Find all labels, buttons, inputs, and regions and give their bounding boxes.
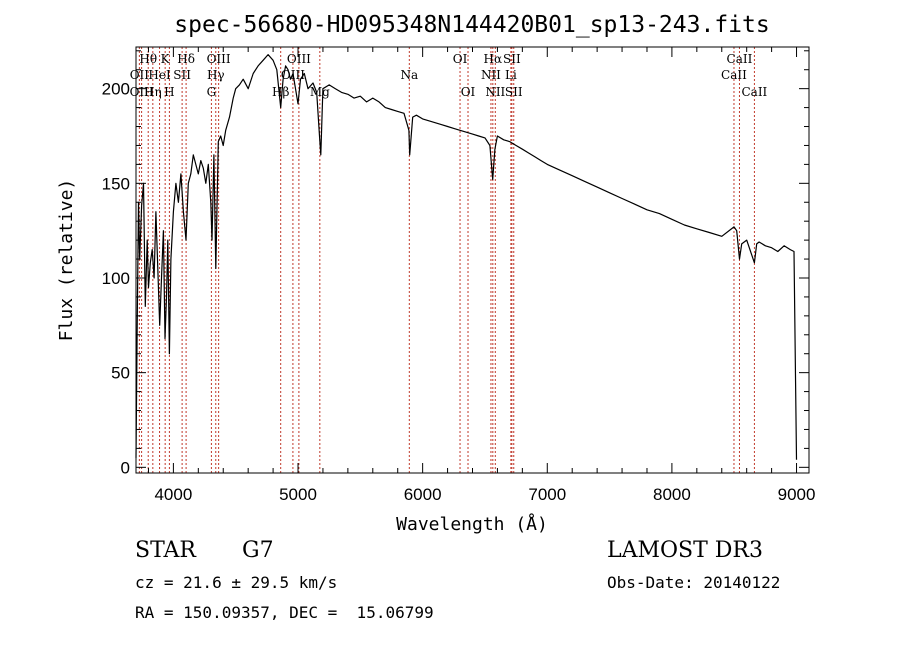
x-tick-label-8000: 8000: [653, 485, 691, 504]
y-axis-label: Flux (relative): [56, 179, 77, 342]
marker-label-25: CaII: [727, 52, 753, 66]
marker-label-6: Hδ: [177, 52, 195, 66]
marker-label-16: Na: [400, 68, 418, 82]
marker-label-26: CaII: [721, 68, 747, 82]
marker-label-3: K: [161, 52, 171, 66]
x-tick-label-5000: 5000: [279, 485, 317, 504]
object-class: STAR: [135, 538, 196, 563]
marker-label-4: HeI: [148, 68, 171, 82]
chart-title: spec-56680-HD095348N144420B01_sp13-243.f…: [174, 12, 769, 38]
redshift-readout: cz = 21.6 ± 29.5 km/s: [135, 573, 338, 592]
survey-name: LAMOST DR3: [607, 538, 763, 563]
marker-label-7: SII: [173, 68, 191, 82]
coordinates-readout: RA = 150.09357, DEC = 15.06799: [135, 603, 434, 622]
spectral-line-labels: Hθ OII OIII K HeI Hη Hδ SII H OIII Hγ G OIII OIII Hβ Mg…: [130, 52, 768, 99]
marker-label-17: OI: [453, 52, 468, 66]
marker-label-24: SII: [505, 85, 523, 99]
y-tick-label-100: 100: [102, 269, 130, 288]
x-tick-label-4000: 4000: [154, 485, 192, 504]
marker-label-9: OIII: [207, 52, 231, 66]
marker-label-0: Hθ: [139, 52, 157, 66]
x-axis-label: Wavelength (Å): [396, 513, 548, 535]
plot-frame: [135, 46, 810, 474]
y-tick-label-0: 0: [121, 458, 130, 477]
marker-label-23: Li: [505, 68, 517, 82]
spectral-line-markers: [138, 47, 755, 473]
marker-label-8: H: [164, 85, 174, 99]
marker-label-15: Mg: [310, 85, 330, 99]
x-tick-label-6000: 6000: [404, 485, 442, 504]
marker-label-13: OIII: [281, 68, 305, 82]
marker-label-22: SII: [503, 52, 521, 66]
marker-label-5: Hη: [144, 85, 162, 99]
y-tick-label-200: 200: [102, 80, 130, 99]
marker-label-2: OIII: [130, 85, 154, 99]
y-tick-label-150: 150: [102, 174, 130, 193]
flux-series-line: [135, 54, 798, 460]
marker-label-18: OI: [461, 85, 476, 99]
marker-label-12: OIII: [287, 52, 311, 66]
observation-date: Obs-Date: 20140122: [607, 573, 781, 592]
marker-label-11: G: [207, 85, 217, 99]
object-subclass: G7: [242, 538, 274, 563]
marker-label-20: NII: [481, 68, 501, 82]
x-tick-label-9000: 9000: [778, 485, 816, 504]
marker-label-27: CaII: [741, 85, 767, 99]
y-tick-label-50: 50: [111, 364, 130, 383]
marker-label-19: Hα: [484, 52, 503, 66]
x-axis: 4000 5000 6000 7000 8000 9000: [147, 47, 816, 504]
y-axis: 0 50 100 150 200: [102, 50, 809, 477]
marker-label-14: Hβ: [272, 85, 289, 99]
x-tick-label-7000: 7000: [528, 485, 566, 504]
marker-label-1: OII: [130, 68, 150, 82]
marker-label-21: NII: [485, 85, 505, 99]
marker-label-10: Hγ: [207, 68, 225, 82]
